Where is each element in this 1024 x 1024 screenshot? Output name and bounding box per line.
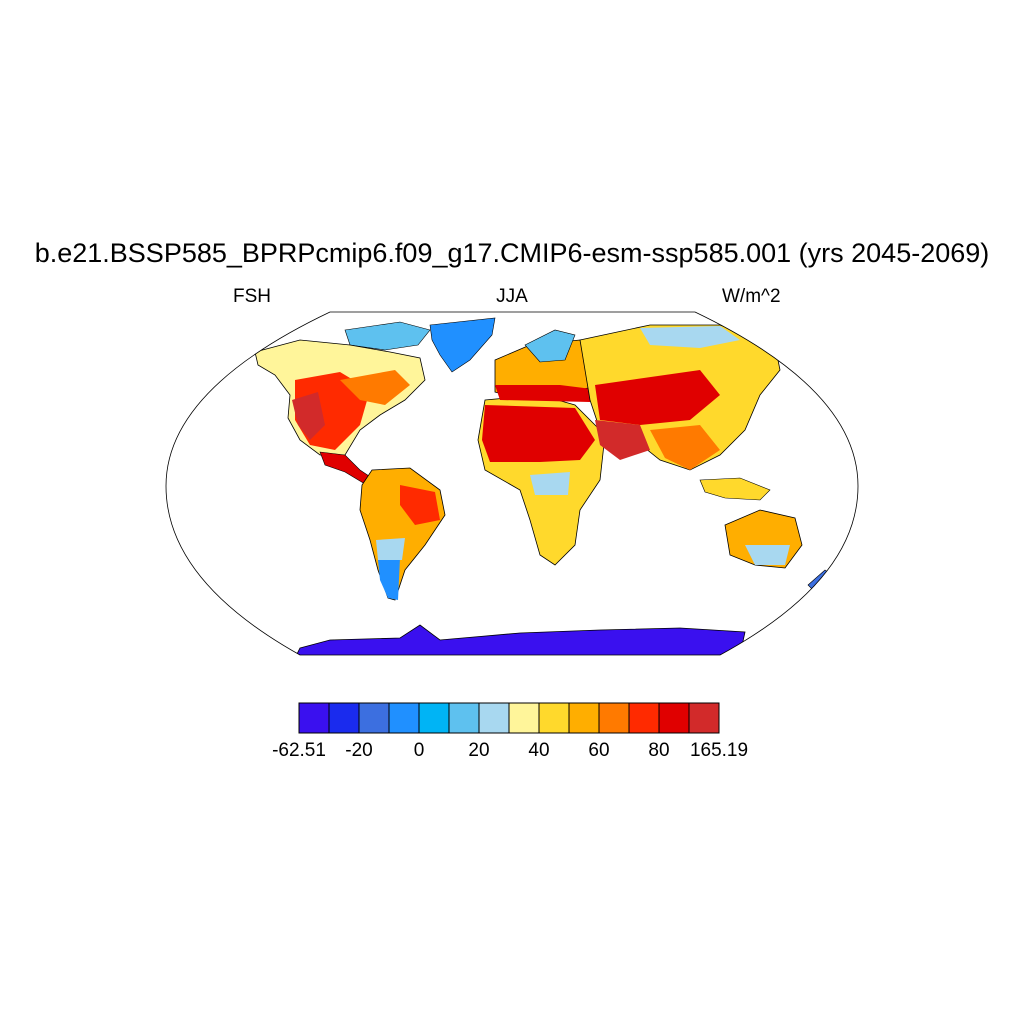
antarctica-region bbox=[294, 624, 746, 655]
south-asia-warm bbox=[650, 425, 720, 470]
north-america-warm bbox=[340, 370, 410, 405]
colorbar-box bbox=[358, 702, 390, 734]
colorbar-box bbox=[598, 702, 630, 734]
south-america-hot bbox=[400, 485, 440, 525]
colorbar-box bbox=[328, 702, 360, 734]
sahara-hot bbox=[482, 405, 595, 462]
units-label: W/m^2 bbox=[722, 286, 781, 307]
australia-cool bbox=[745, 545, 790, 565]
north-america-core bbox=[292, 392, 325, 440]
colorbar-box bbox=[688, 702, 720, 734]
scandinavia-region bbox=[524, 329, 576, 363]
colorbar-box bbox=[448, 702, 480, 734]
europe-south-hot bbox=[495, 385, 600, 402]
colorbar-box bbox=[628, 702, 660, 734]
map-title: b.e21.BSSP585_BPRPcmip6.f09_g17.CMIP6-es… bbox=[34, 238, 990, 268]
colorbar-box bbox=[568, 702, 600, 734]
season-label: JJA bbox=[496, 286, 528, 307]
colorbar-tick-label: 60 bbox=[588, 740, 609, 761]
colorbar-box bbox=[478, 702, 510, 734]
land-fields bbox=[254, 317, 833, 655]
colorbar-box bbox=[508, 702, 540, 734]
central-asia-hot bbox=[595, 370, 720, 425]
variable-label: FSH bbox=[233, 286, 271, 307]
colorbar-box bbox=[658, 702, 690, 734]
colorbar-tick-label: -20 bbox=[345, 740, 372, 761]
south-america-south bbox=[378, 558, 400, 600]
colorbar-box bbox=[388, 702, 420, 734]
colorbar-tick-label: 20 bbox=[468, 740, 489, 761]
maritime-continent-region bbox=[699, 477, 771, 501]
colorbar-box bbox=[538, 702, 570, 734]
middle-east-hot bbox=[595, 420, 650, 460]
colorbar-tick-label: -62.51 bbox=[272, 740, 326, 761]
colorbar-box bbox=[298, 702, 330, 734]
map-boundary bbox=[165, 311, 859, 656]
siberia-cool bbox=[640, 326, 740, 348]
colorbar-tick-label: 40 bbox=[528, 740, 549, 761]
colorbar-box bbox=[418, 702, 450, 734]
greenland-region bbox=[429, 317, 496, 373]
colorbar-tick-label: 0 bbox=[414, 740, 425, 761]
south-america-mid bbox=[376, 538, 405, 560]
africa-equatorial bbox=[530, 472, 570, 495]
colorbar-tick-label: 80 bbox=[648, 740, 669, 761]
colorbar-tick-label: 165.19 bbox=[690, 740, 748, 761]
